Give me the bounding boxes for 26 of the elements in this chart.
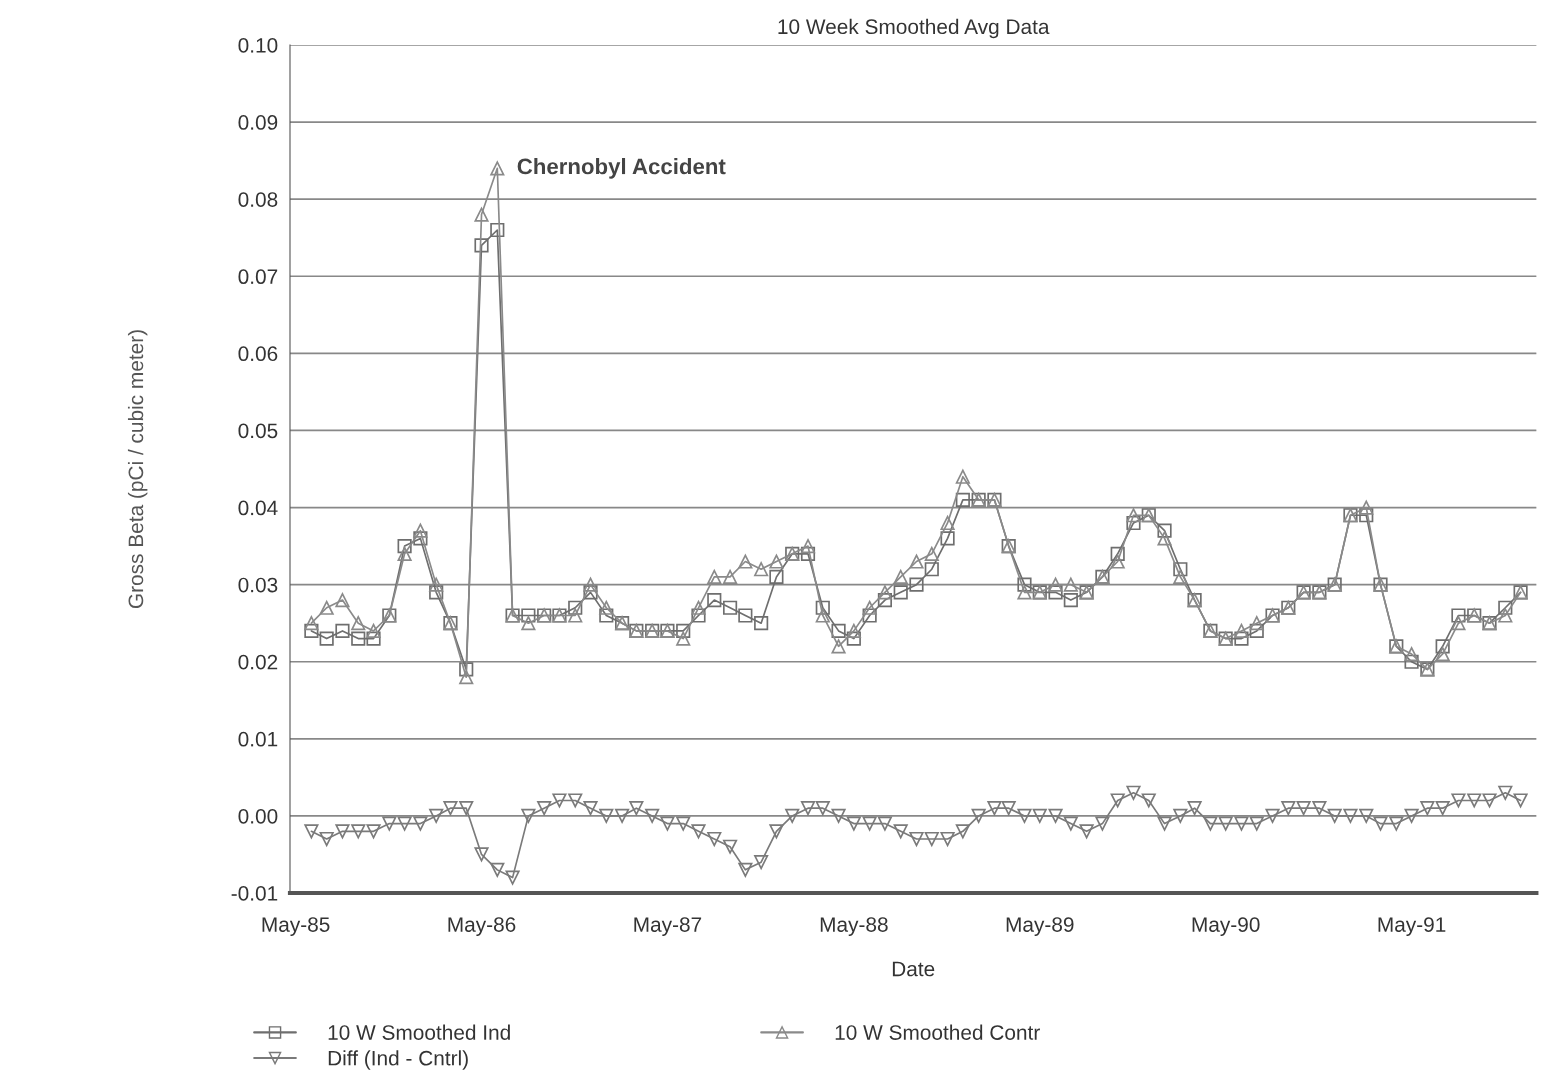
y-tick-label: 0.01 — [238, 731, 278, 747]
y-tick-label: -0.01 — [231, 886, 278, 901]
y-tick-label: 0.10 — [238, 38, 278, 53]
y-tick-label: 0.04 — [238, 500, 278, 516]
x-tick-label: May-85 — [262, 917, 330, 937]
chart-title: 10 Week Smoothed Avg Data — [778, 18, 1050, 39]
legend-label: 10 W Smoothed Ind — [328, 1024, 510, 1040]
y-tick-label: 0.06 — [238, 346, 278, 362]
x-tick-label: May-87 — [634, 917, 702, 937]
y-tick-label: 0.09 — [238, 115, 278, 130]
y-tick-label: 0.08 — [238, 192, 278, 207]
x-axis-title: Date — [892, 961, 935, 977]
y-tick-label: 0.07 — [238, 269, 278, 285]
x-tick-label: May-91 — [1378, 917, 1446, 937]
y-axis-title: Gross Beta (pCi / cubic meter) — [127, 330, 148, 609]
y-tick-label: 0.00 — [238, 808, 278, 824]
annotation: Chernobyl Accident — [517, 157, 726, 179]
x-tick-label: May-86 — [448, 917, 516, 937]
y-tick-label: 0.05 — [238, 423, 278, 439]
y-tick-label: 0.03 — [238, 577, 278, 593]
legend-label: 10 W Smoothed Contr — [835, 1024, 1040, 1040]
x-tick-label: May-90 — [1192, 917, 1260, 937]
x-tick-label: May-89 — [1006, 917, 1074, 937]
x-tick-label: May-88 — [820, 917, 888, 937]
legend-label: Diff (Ind - Cntrl) — [328, 1050, 468, 1070]
y-tick-label: 0.02 — [238, 654, 278, 670]
